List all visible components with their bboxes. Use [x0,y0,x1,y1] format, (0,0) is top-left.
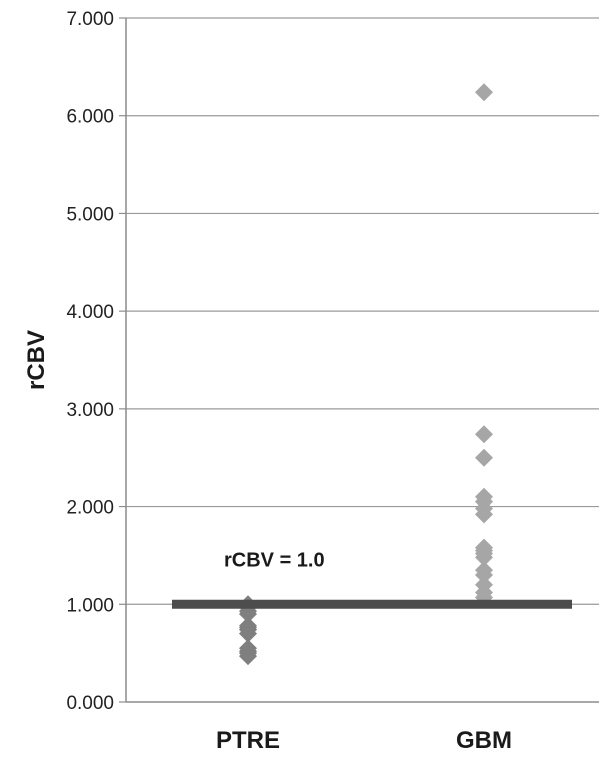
category-labels: PTRE GBM [216,727,512,754]
y-tick-label: 7.000 [66,9,114,30]
data-point-gbm [475,83,493,102]
y-tick-label: 0.000 [66,693,114,714]
data-point-ptre [239,624,257,643]
data-point-gbm [475,565,493,584]
gridlines [119,17,599,703]
category-label-gbm: GBM [456,727,512,754]
data-point-gbm [475,548,493,567]
y-tick-label: 1.000 [66,595,114,616]
data-point-ptre [239,647,257,666]
y-tick-label: 5.000 [66,204,114,225]
y-axis-title: rCBV [23,330,50,390]
y-tick-label: 4.000 [66,302,114,323]
reference-line-label: rCBV = 1.0 [224,549,325,571]
y-tick-label: 6.000 [66,107,114,128]
reference-line-group: rCBV = 1.0 [172,549,572,609]
y-tick-label: 2.000 [66,498,114,519]
data-point-gbm [475,505,493,524]
data-points [239,83,493,666]
data-point-ptre [239,605,257,624]
category-label-ptre: PTRE [216,727,280,754]
data-point-gbm [475,448,493,467]
y-tick-labels: 0.000 1.000 2.000 3.000 4.000 5.000 6.000 7.000 [66,9,114,714]
y-tick-label: 3.000 [66,400,114,421]
data-point-gbm [475,425,493,444]
